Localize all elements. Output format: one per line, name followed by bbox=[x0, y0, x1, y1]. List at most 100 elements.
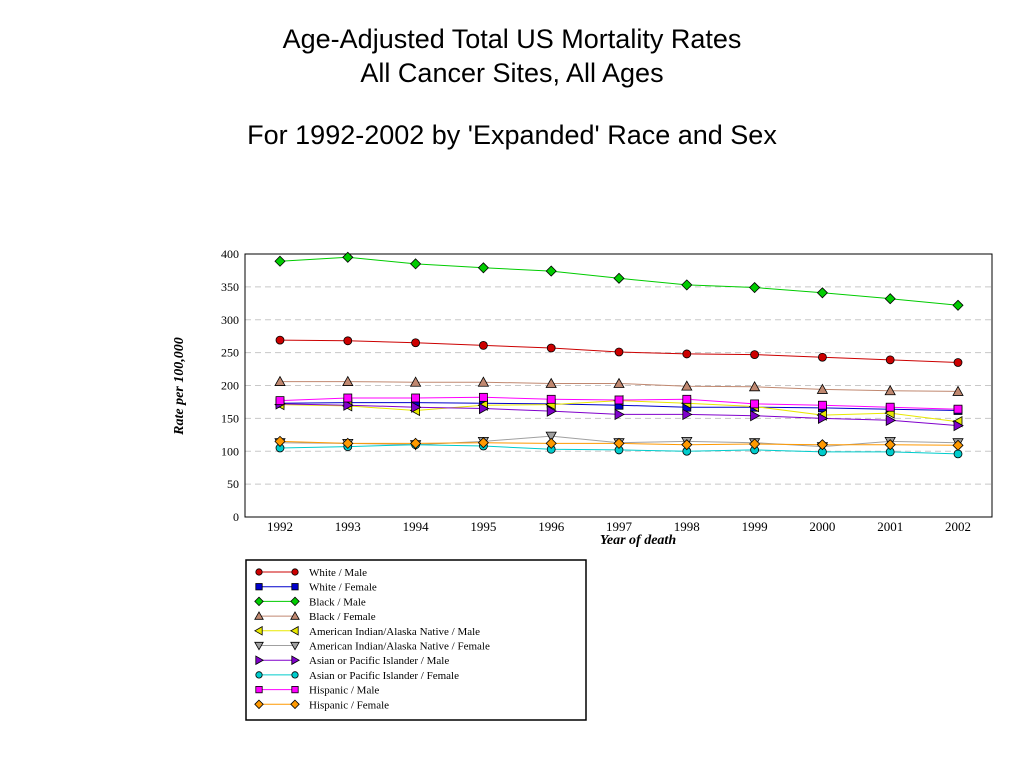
x-tick-label: 1998 bbox=[674, 519, 700, 534]
data-point bbox=[342, 437, 354, 449]
data-point bbox=[409, 376, 422, 387]
legend-item: Hispanic / Male bbox=[255, 685, 379, 697]
data-point bbox=[681, 439, 693, 451]
data-point bbox=[952, 299, 964, 311]
data-point bbox=[816, 439, 828, 451]
legend-item: American Indian/Alaska Native / Female bbox=[254, 641, 490, 653]
data-point bbox=[290, 641, 300, 651]
data-point bbox=[952, 385, 964, 396]
data-point bbox=[478, 402, 490, 415]
plot-area bbox=[244, 253, 993, 518]
data-point bbox=[885, 414, 897, 427]
legend-item: White / Female bbox=[255, 582, 377, 594]
legend bbox=[245, 559, 587, 721]
x-tick-label: 2002 bbox=[945, 519, 971, 534]
chart-subtitle-2: For 1992-2002 by 'Expanded' Race and Sex bbox=[247, 120, 777, 150]
data-point bbox=[953, 358, 963, 367]
y-axis-label: Rate per 100,000 bbox=[172, 337, 187, 436]
y-tick-label: 0 bbox=[233, 510, 239, 524]
legend-label: White / Female bbox=[309, 582, 377, 594]
data-point bbox=[289, 625, 299, 636]
data-point bbox=[254, 641, 264, 651]
data-point bbox=[613, 272, 625, 284]
x-axis-ticks: 1992 1993 1994 1995 1996 1997 1998 1999 2000 2001… bbox=[267, 519, 971, 534]
data-point bbox=[545, 431, 557, 442]
series-group bbox=[274, 251, 964, 459]
data-point bbox=[952, 439, 964, 451]
legend-item: White / Male bbox=[255, 567, 367, 579]
x-tick-label: 1992 bbox=[267, 519, 293, 534]
y-tick-label: 200 bbox=[221, 379, 239, 393]
data-point bbox=[613, 377, 625, 388]
legend-item: American Indian/Alaska Native / Male bbox=[253, 625, 480, 638]
data-point bbox=[343, 393, 353, 403]
data-point bbox=[682, 349, 692, 359]
data-point bbox=[818, 412, 829, 425]
data-point bbox=[546, 405, 558, 417]
legend-label: White / Male bbox=[309, 567, 367, 579]
data-point bbox=[411, 401, 422, 413]
legend-label: American Indian/Alaska Native / Male bbox=[309, 626, 480, 638]
data-point bbox=[478, 340, 488, 350]
data-point bbox=[477, 437, 489, 449]
data-point bbox=[291, 686, 299, 694]
data-point bbox=[291, 583, 299, 591]
data-point bbox=[254, 611, 264, 620]
data-point bbox=[291, 671, 299, 679]
data-point bbox=[682, 408, 693, 421]
y-tick-label: 100 bbox=[221, 444, 239, 458]
data-point bbox=[291, 655, 301, 666]
data-point bbox=[816, 287, 828, 299]
chart-titles: Age-Adjusted Total US Mortality Rates Al… bbox=[0, 22, 1024, 152]
data-point bbox=[614, 347, 624, 357]
data-point bbox=[255, 568, 263, 576]
series bbox=[274, 375, 964, 396]
y-tick-label: 400 bbox=[221, 247, 239, 261]
legend-item: Black / Male bbox=[254, 596, 366, 608]
x-tick-label: 1993 bbox=[335, 519, 361, 534]
data-point bbox=[254, 699, 264, 710]
data-point bbox=[275, 335, 285, 345]
y-tick-label: 250 bbox=[221, 346, 239, 360]
data-point bbox=[953, 419, 964, 432]
data-point bbox=[255, 671, 263, 679]
data-point bbox=[274, 255, 286, 267]
data-point bbox=[750, 399, 759, 409]
data-point bbox=[816, 383, 829, 394]
data-point bbox=[748, 380, 761, 392]
y-tick-label: 150 bbox=[221, 411, 239, 425]
data-point bbox=[274, 375, 286, 386]
data-point bbox=[953, 404, 963, 414]
data-point bbox=[818, 352, 827, 362]
data-point bbox=[253, 625, 263, 636]
x-tick-label: 1996 bbox=[538, 519, 565, 534]
data-point bbox=[953, 449, 963, 459]
x-tick-label: 1995 bbox=[470, 519, 496, 534]
legend-item: Hispanic / Female bbox=[254, 699, 389, 711]
x-tick-label: 2001 bbox=[877, 519, 903, 534]
data-point bbox=[546, 394, 556, 404]
legend-item: Asian or Pacific Islander / Male bbox=[255, 655, 449, 667]
data-point bbox=[291, 568, 299, 576]
legend-label: Hispanic / Male bbox=[309, 685, 379, 697]
data-point bbox=[613, 437, 625, 449]
legend-items: White / Male White / Female Black / Male Bl… bbox=[253, 567, 490, 711]
data-point bbox=[290, 596, 300, 607]
data-point bbox=[545, 377, 557, 388]
data-point bbox=[255, 686, 263, 694]
legend-label: Black / Female bbox=[309, 611, 376, 623]
legend-label: American Indian/Alaska Native / Female bbox=[309, 641, 490, 653]
data-point bbox=[342, 375, 354, 386]
legend-label: Hispanic / Female bbox=[309, 699, 389, 711]
data-point bbox=[884, 384, 896, 396]
data-point bbox=[477, 262, 489, 274]
data-point bbox=[750, 350, 759, 359]
data-point bbox=[410, 437, 422, 449]
y-tick-label: 50 bbox=[227, 477, 239, 491]
data-point bbox=[545, 265, 557, 277]
data-point bbox=[411, 393, 421, 403]
data-point bbox=[749, 438, 761, 450]
data-point bbox=[885, 355, 895, 365]
data-point bbox=[750, 410, 761, 422]
legend-label: Asian or Pacific Islander / Female bbox=[309, 670, 459, 682]
